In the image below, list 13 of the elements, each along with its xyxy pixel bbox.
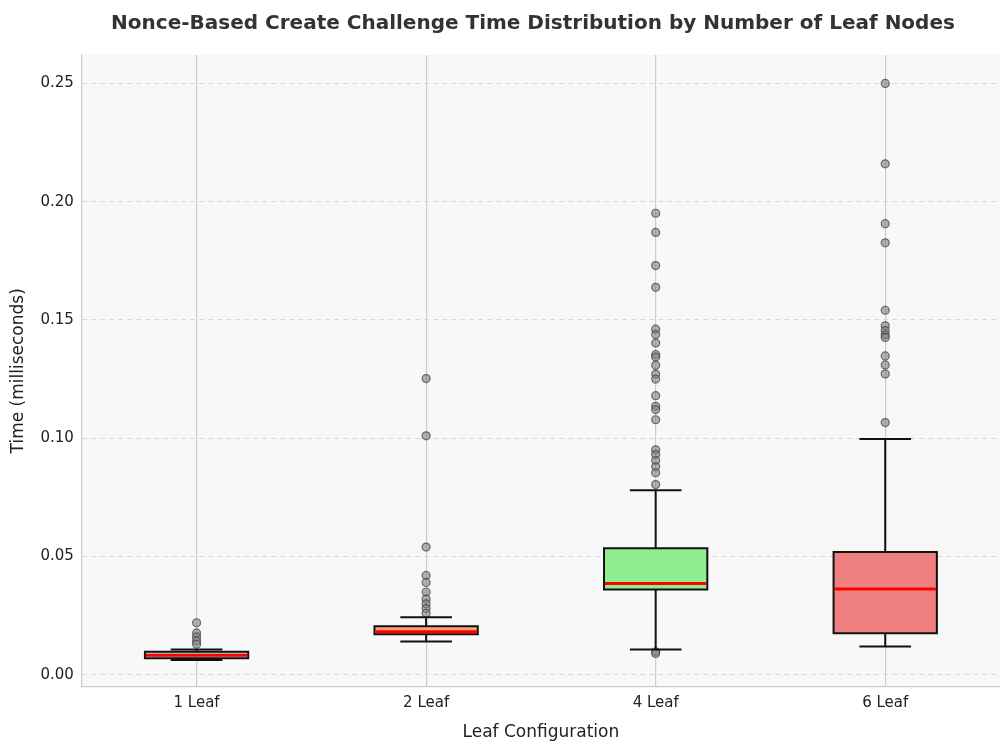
y-tick-label: 0.25 <box>40 73 74 92</box>
x-tick-label: 2 Leaf <box>403 693 450 712</box>
x-axis-title: Leaf Configuration <box>462 721 620 742</box>
y-tick-label: 0.00 <box>40 664 74 683</box>
y-tick-label: 0.10 <box>40 428 74 447</box>
x-tick-label: 6 Leaf <box>862 693 909 712</box>
x-tick-label: 1 Leaf <box>173 693 221 712</box>
x-tick-label: 4 Leaf <box>632 693 680 712</box>
y-axis-title: Time (milliseconds) <box>6 288 27 455</box>
y-tick-label: 0.05 <box>40 546 74 565</box>
chart-title: Nonce-Based Create Challenge Time Distribution by Number of Leaf Nodes <box>110 10 956 34</box>
y-tick-label: 0.15 <box>40 309 74 328</box>
y-tick-label: 0.20 <box>40 191 74 210</box>
